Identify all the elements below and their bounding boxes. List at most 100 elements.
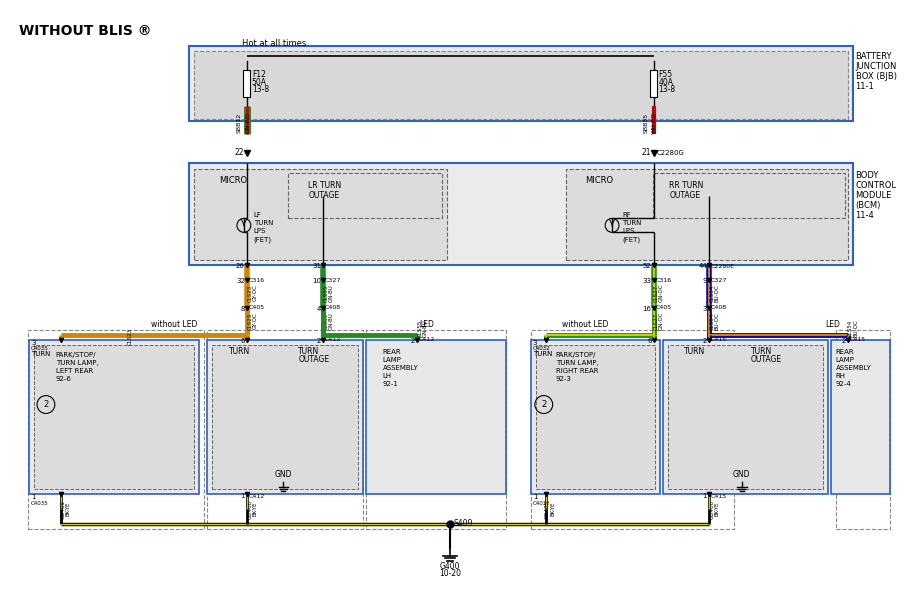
Text: F55: F55 <box>658 70 673 79</box>
Text: 4: 4 <box>317 306 321 312</box>
Text: LED: LED <box>419 320 434 329</box>
Text: 92-4: 92-4 <box>835 381 852 387</box>
Text: C412: C412 <box>325 337 341 342</box>
Text: 50A: 50A <box>252 77 267 87</box>
FancyBboxPatch shape <box>190 163 853 265</box>
Text: TURN: TURN <box>253 220 273 226</box>
Text: CLS27: CLS27 <box>654 312 659 329</box>
Text: 11-1: 11-1 <box>855 82 874 90</box>
Text: 8: 8 <box>241 306 245 312</box>
Text: REAR: REAR <box>382 349 401 355</box>
Text: C4032: C4032 <box>533 346 550 351</box>
Text: BK-YE: BK-YE <box>550 502 555 516</box>
Text: JUNCTION: JUNCTION <box>855 62 897 71</box>
Text: TURN: TURN <box>31 351 51 357</box>
Text: LPS: LPS <box>622 228 635 234</box>
Text: G400: G400 <box>439 562 460 572</box>
Text: 10-20: 10-20 <box>439 569 460 578</box>
FancyBboxPatch shape <box>207 340 362 494</box>
Text: 92-1: 92-1 <box>382 381 399 387</box>
Text: LEFT REAR: LEFT REAR <box>55 368 94 374</box>
Text: BK-YE: BK-YE <box>65 502 70 516</box>
Text: 1: 1 <box>703 493 707 499</box>
FancyBboxPatch shape <box>531 340 659 494</box>
Text: LF: LF <box>253 212 262 218</box>
Text: LED: LED <box>825 320 840 329</box>
Text: GY-OC: GY-OC <box>252 285 257 301</box>
Text: C2280G: C2280G <box>656 149 685 156</box>
Text: 2: 2 <box>410 338 415 344</box>
Text: OUTAGE: OUTAGE <box>669 191 701 200</box>
Text: TURN: TURN <box>751 347 772 356</box>
Text: 3: 3 <box>533 340 538 346</box>
FancyBboxPatch shape <box>667 345 823 489</box>
Text: without LED: without LED <box>562 320 608 329</box>
Text: CLS55: CLS55 <box>323 312 329 329</box>
Text: TURN LAMP,: TURN LAMP, <box>55 360 99 366</box>
FancyBboxPatch shape <box>653 173 844 218</box>
FancyBboxPatch shape <box>190 46 853 121</box>
Text: ASSEMBLY: ASSEMBLY <box>835 365 872 371</box>
Text: MODULE: MODULE <box>855 191 892 200</box>
Text: 2: 2 <box>541 400 547 409</box>
FancyBboxPatch shape <box>366 340 506 494</box>
Text: CLS55: CLS55 <box>418 319 422 337</box>
Text: BU-OC: BU-OC <box>715 312 719 330</box>
Text: GN-BU: GN-BU <box>329 284 333 302</box>
FancyBboxPatch shape <box>212 345 358 489</box>
Text: 13-8: 13-8 <box>658 85 676 95</box>
Text: CLS23: CLS23 <box>247 312 252 329</box>
Text: TURN: TURN <box>299 347 320 356</box>
Text: CONTROL: CONTROL <box>855 181 896 190</box>
FancyBboxPatch shape <box>831 340 890 494</box>
Text: RR TURN: RR TURN <box>669 181 704 190</box>
Text: RIGHT REAR: RIGHT REAR <box>556 368 598 374</box>
Text: C327: C327 <box>711 278 727 282</box>
Text: (FET): (FET) <box>622 236 640 243</box>
Text: 10: 10 <box>312 278 321 284</box>
Text: C415: C415 <box>711 493 727 498</box>
Text: C408: C408 <box>325 306 341 310</box>
Text: C4032: C4032 <box>533 501 550 506</box>
Text: 6: 6 <box>647 338 652 344</box>
Text: 2: 2 <box>703 338 707 344</box>
FancyBboxPatch shape <box>650 70 657 97</box>
Text: C405: C405 <box>656 306 672 310</box>
Text: 2: 2 <box>317 338 321 344</box>
Text: BK-YE: BK-YE <box>252 502 257 516</box>
FancyBboxPatch shape <box>243 70 251 97</box>
Text: 2: 2 <box>44 400 48 409</box>
Text: C4035: C4035 <box>31 501 49 506</box>
Text: GD406: GD406 <box>247 500 252 518</box>
Text: (FET): (FET) <box>253 236 271 243</box>
Text: 1: 1 <box>31 494 35 500</box>
Text: 52: 52 <box>643 263 652 269</box>
Text: (BCM): (BCM) <box>855 201 881 210</box>
Text: PARK/STOP/: PARK/STOP/ <box>556 352 597 358</box>
Text: 3: 3 <box>31 340 35 346</box>
Text: LH: LH <box>382 373 391 379</box>
Text: S409: S409 <box>454 520 473 528</box>
Text: OUTAGE: OUTAGE <box>299 355 330 364</box>
Text: C405: C405 <box>249 306 265 310</box>
Text: 40A: 40A <box>658 77 674 87</box>
FancyBboxPatch shape <box>35 345 194 489</box>
Text: C327: C327 <box>325 278 341 282</box>
Text: GN-BU: GN-BU <box>329 312 333 330</box>
Text: GN-OC: GN-OC <box>659 312 664 330</box>
Text: 11-4: 11-4 <box>855 211 874 220</box>
Text: 31: 31 <box>312 263 321 269</box>
Text: RH: RH <box>835 373 845 379</box>
FancyBboxPatch shape <box>663 340 828 494</box>
Text: GN-RD: GN-RD <box>245 112 251 134</box>
Text: BATTERY: BATTERY <box>855 52 892 60</box>
Text: BU-OC: BU-OC <box>715 284 719 302</box>
Text: TURN: TURN <box>685 347 706 356</box>
Text: 6: 6 <box>241 338 245 344</box>
Text: WITHOUT BLIS ®: WITHOUT BLIS ® <box>19 24 152 38</box>
FancyBboxPatch shape <box>29 340 200 494</box>
Text: GN-OC: GN-OC <box>659 284 664 303</box>
Text: GD405: GD405 <box>60 500 65 518</box>
Text: 33: 33 <box>643 278 652 284</box>
Text: LPS: LPS <box>253 228 266 234</box>
